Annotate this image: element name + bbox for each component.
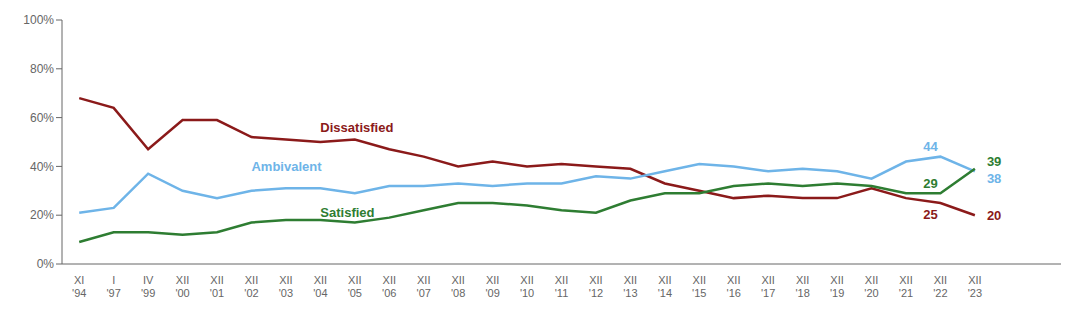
svg-text:XII: XII <box>417 274 430 286</box>
svg-text:'12: '12 <box>589 287 603 299</box>
svg-text:'09: '09 <box>485 287 499 299</box>
svg-text:Satisfied: Satisfied <box>320 205 374 220</box>
svg-text:IV: IV <box>143 274 154 286</box>
svg-text:XII: XII <box>830 274 843 286</box>
svg-text:'07: '07 <box>417 287 431 299</box>
svg-text:'04: '04 <box>313 287 327 299</box>
svg-text:'21: '21 <box>899 287 913 299</box>
svg-text:XII: XII <box>555 274 568 286</box>
svg-text:'18: '18 <box>795 287 809 299</box>
svg-text:XII: XII <box>899 274 912 286</box>
svg-text:40%: 40% <box>30 160 54 174</box>
svg-text:XII: XII <box>727 274 740 286</box>
svg-text:XII: XII <box>176 274 189 286</box>
svg-text:'94: '94 <box>72 287 86 299</box>
svg-text:XII: XII <box>314 274 327 286</box>
svg-text:0%: 0% <box>37 257 55 271</box>
svg-text:'13: '13 <box>623 287 637 299</box>
svg-text:100%: 100% <box>23 13 54 27</box>
svg-text:XII: XII <box>245 274 258 286</box>
svg-text:Dissatisfied: Dissatisfied <box>320 120 393 135</box>
svg-text:'23: '23 <box>968 287 982 299</box>
svg-text:XI: XI <box>74 274 84 286</box>
svg-text:XII: XII <box>210 274 223 286</box>
svg-text:'15: '15 <box>692 287 706 299</box>
svg-text:XII: XII <box>383 274 396 286</box>
svg-text:'10: '10 <box>520 287 534 299</box>
svg-text:25: 25 <box>923 207 937 222</box>
svg-text:'17: '17 <box>761 287 775 299</box>
svg-text:'97: '97 <box>107 287 121 299</box>
svg-text:XII: XII <box>279 274 292 286</box>
svg-text:38: 38 <box>987 171 1001 186</box>
svg-text:'08: '08 <box>451 287 465 299</box>
svg-text:Ambivalent: Ambivalent <box>251 159 322 174</box>
svg-text:XII: XII <box>624 274 637 286</box>
svg-text:'03: '03 <box>279 287 293 299</box>
svg-text:44: 44 <box>923 139 938 154</box>
svg-text:XII: XII <box>761 274 774 286</box>
svg-text:XII: XII <box>796 274 809 286</box>
svg-text:XII: XII <box>486 274 499 286</box>
svg-text:I: I <box>112 274 115 286</box>
svg-text:XII: XII <box>865 274 878 286</box>
svg-text:'14: '14 <box>658 287 672 299</box>
svg-text:20: 20 <box>987 208 1001 223</box>
svg-text:'16: '16 <box>727 287 741 299</box>
svg-text:20%: 20% <box>30 208 54 222</box>
svg-text:80%: 80% <box>30 62 54 76</box>
svg-text:'99: '99 <box>141 287 155 299</box>
svg-text:XII: XII <box>451 274 464 286</box>
svg-text:XII: XII <box>520 274 533 286</box>
svg-text:29: 29 <box>923 176 937 191</box>
svg-text:39: 39 <box>987 154 1001 169</box>
svg-text:'22: '22 <box>933 287 947 299</box>
svg-text:'11: '11 <box>555 287 569 299</box>
svg-text:'01: '01 <box>210 287 224 299</box>
svg-text:'05: '05 <box>348 287 362 299</box>
svg-text:'20: '20 <box>864 287 878 299</box>
svg-text:60%: 60% <box>30 111 54 125</box>
svg-text:XII: XII <box>348 274 361 286</box>
svg-text:'00: '00 <box>175 287 189 299</box>
svg-text:XII: XII <box>658 274 671 286</box>
svg-text:XII: XII <box>968 274 981 286</box>
svg-text:XII: XII <box>589 274 602 286</box>
svg-text:XII: XII <box>934 274 947 286</box>
svg-text:'02: '02 <box>244 287 258 299</box>
svg-text:XII: XII <box>693 274 706 286</box>
svg-text:'06: '06 <box>382 287 396 299</box>
svg-text:'19: '19 <box>830 287 844 299</box>
